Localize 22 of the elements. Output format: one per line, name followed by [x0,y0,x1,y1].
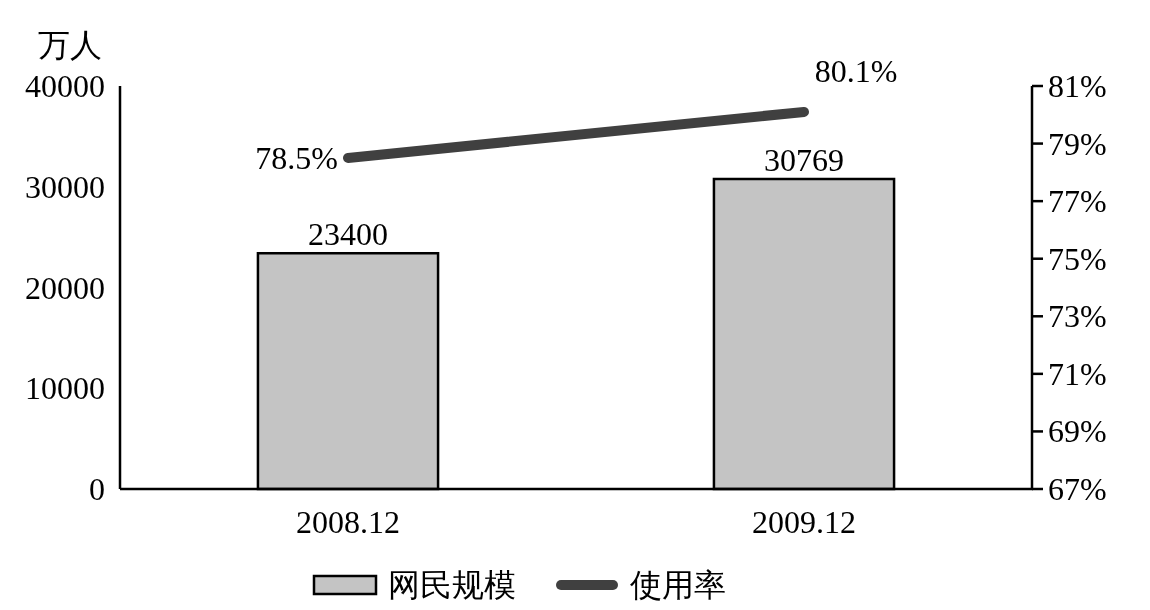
y-tick-label: 20000 [25,269,105,306]
y2-tick-label: 73% [1048,298,1107,335]
y2-tick-label: 71% [1048,355,1107,392]
x-tick-label: 2009.12 [752,504,856,540]
data-label: 80.1% [814,52,898,89]
y-tick-label: 0 [89,471,105,507]
y-tick-label: 30000 [25,168,105,205]
legend-label: 使用率 [630,567,726,603]
y2-tick-label: 81% [1048,68,1107,104]
y2-tick-label: 79% [1048,125,1107,162]
data-label: 30769 [764,142,844,178]
legend-label: 网民规模 [388,567,516,603]
x-tick-label: 2008.12 [296,504,400,540]
data-label: 78.5% [255,139,338,176]
data-label: 23400 [308,216,388,253]
y-tick-label: 10000 [25,370,105,407]
y-tick-label: 40000 [25,68,105,104]
y2-tick-label: 67% [1048,471,1107,507]
y2-tick-label: 77% [1048,183,1107,220]
y2-tick-label: 69% [1048,413,1107,450]
y-axis-title: 万人 [38,27,102,63]
y2-tick-label: 75% [1048,240,1107,277]
